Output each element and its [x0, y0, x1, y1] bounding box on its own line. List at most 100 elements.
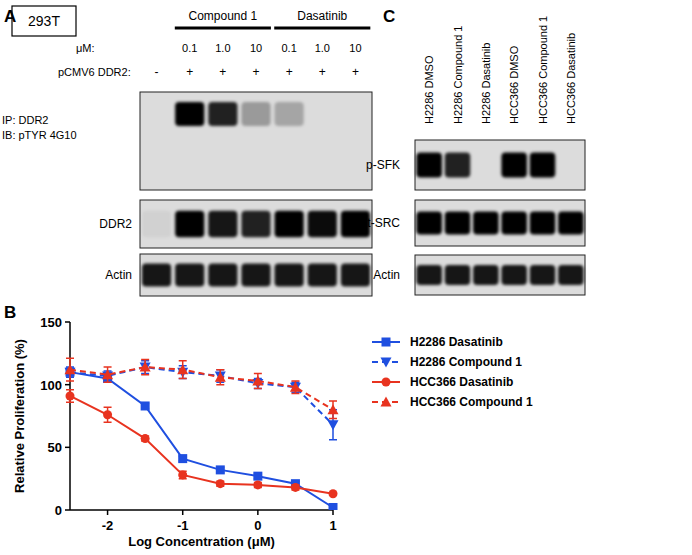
band [473, 265, 499, 285]
x-tick-label: -2 [102, 518, 114, 533]
blot-frame [140, 254, 372, 296]
y-tick-label: 100 [40, 378, 62, 393]
legend: H2286 Dasatinib H2286 Compound 1 HCC366 Da… [372, 335, 533, 409]
panel-label: C [383, 7, 395, 26]
blot-frame [415, 200, 585, 246]
y-axis [69, 322, 71, 510]
row-label: DDR2 [99, 217, 132, 231]
band [473, 212, 499, 235]
band [208, 263, 237, 286]
error-bar [179, 471, 187, 479]
band [416, 212, 442, 235]
point [66, 391, 75, 400]
band [501, 265, 526, 285]
point [103, 410, 112, 419]
series-line [70, 372, 333, 507]
x-tick-label: 1 [329, 518, 336, 533]
point [329, 503, 338, 510]
blot-frame [140, 200, 372, 248]
group-bar [274, 27, 370, 30]
blot-row [415, 140, 585, 190]
lane-label: H2286 DMSO [423, 55, 435, 124]
point [102, 369, 113, 379]
lane-label: H2286 Compound 1 [452, 26, 464, 124]
point [291, 483, 300, 492]
dose: 1.0 [215, 42, 230, 54]
y-tick [65, 321, 70, 323]
band [275, 263, 304, 286]
plasmid-sign: + [352, 65, 359, 79]
plasmid-sign: + [186, 65, 193, 79]
x-tick-label: 0 [254, 518, 261, 533]
y-tick [65, 447, 70, 449]
point [253, 480, 262, 489]
panel-label: A [4, 7, 16, 26]
dose: 10 [250, 42, 262, 54]
point [216, 479, 225, 488]
series-line [70, 396, 333, 494]
band [208, 102, 237, 126]
cell-line-box [12, 6, 76, 36]
band [416, 265, 442, 285]
band [175, 263, 204, 286]
point [141, 401, 150, 410]
dose: 10 [349, 42, 361, 54]
band [308, 102, 337, 126]
band [208, 211, 237, 237]
legend-label: H2286 Dasatinib [410, 335, 503, 349]
dose: 0.1 [182, 42, 197, 54]
point [252, 375, 263, 385]
lane-label: H2286 Dasatinib [480, 43, 492, 124]
plasmid-label: pCMV6 DDR2: [58, 66, 131, 78]
band [530, 153, 556, 178]
dose: 1.0 [315, 42, 330, 54]
cell-line: 293T [28, 13, 60, 29]
point [215, 372, 226, 382]
legend-label: H2286 Compound 1 [410, 355, 522, 369]
error-bar [66, 390, 74, 403]
series [66, 390, 338, 499]
blot-frame [415, 140, 585, 190]
band [175, 102, 204, 126]
series-line [70, 367, 333, 425]
point [177, 364, 188, 374]
band [416, 153, 442, 178]
x-tick [107, 510, 109, 515]
row-label: Actin [105, 268, 132, 282]
legend-label: HCC366 Dasatinib [410, 375, 513, 389]
band [445, 153, 471, 178]
row-label: Actin [373, 268, 400, 282]
point [290, 383, 301, 393]
legend-label: HCC366 Compound 1 [410, 395, 533, 409]
band [241, 263, 270, 286]
band [341, 263, 370, 286]
band [558, 212, 584, 235]
blot-frame [140, 92, 372, 190]
blot-row [415, 200, 585, 246]
series-line [70, 367, 333, 410]
dose-label: μM: [76, 42, 95, 54]
point [290, 382, 301, 392]
point [215, 371, 226, 381]
plasmid-sign: + [252, 65, 259, 79]
legend-marker [382, 338, 391, 347]
lane-label: HCC366 Dasatinib [565, 33, 577, 124]
point [140, 362, 151, 372]
y-tick [65, 509, 70, 511]
plot [65, 358, 339, 510]
y-tick-label: 150 [40, 315, 62, 330]
series [65, 358, 339, 418]
x-tick [257, 510, 259, 515]
blot-row [140, 254, 372, 296]
band [473, 153, 499, 178]
blot-row [140, 92, 372, 190]
series [66, 368, 338, 510]
x-axis-label: Log Concentration (μM) [128, 534, 275, 549]
band [241, 102, 270, 126]
error-bar [104, 407, 112, 422]
x-axis [70, 509, 333, 511]
group-bar [175, 27, 271, 30]
plasmid-sign: + [319, 65, 326, 79]
x-tick [332, 510, 334, 515]
plasmid-sign: + [286, 65, 293, 79]
